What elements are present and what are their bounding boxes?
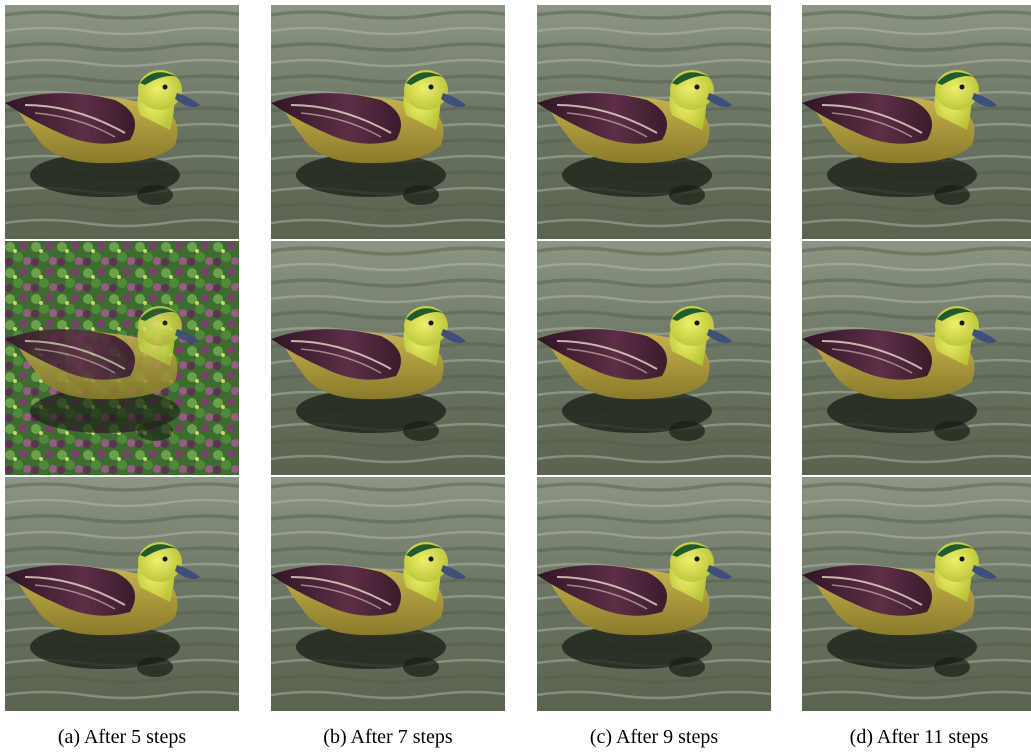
duck [271,306,466,441]
caption-2: (b) After 7 steps [323,726,453,748]
image-tile-r2-c3 [537,241,771,475]
image-tile-r3-c2 [271,477,505,711]
duck [802,542,997,677]
image-tile-r2-c2 [271,241,505,475]
image-tile-r2-c1 [5,241,239,475]
duck [537,70,732,205]
image-tile-r1-c4 [802,5,1031,239]
duck [802,306,997,441]
duck [271,542,466,677]
caption-1: (a) After 5 steps [57,726,187,748]
image-tile-r1-c2 [271,5,505,239]
caption-3: (c) After 9 steps [589,726,719,748]
duck [5,70,200,205]
caption-4: (d) After 11 steps [849,726,989,748]
duck [5,306,200,441]
image-tile-r3-c4 [802,477,1031,711]
image-tile-r1-c1 [5,5,239,239]
image-tile-r3-c3 [537,477,771,711]
duck [802,70,997,205]
duck [271,70,466,205]
image-grid [5,5,1031,711]
duck [537,542,732,677]
duck [537,306,732,441]
image-tile-r1-c3 [537,5,771,239]
image-tile-r2-c4 [802,241,1031,475]
duck [5,542,200,677]
image-tile-r3-c1 [5,477,239,711]
